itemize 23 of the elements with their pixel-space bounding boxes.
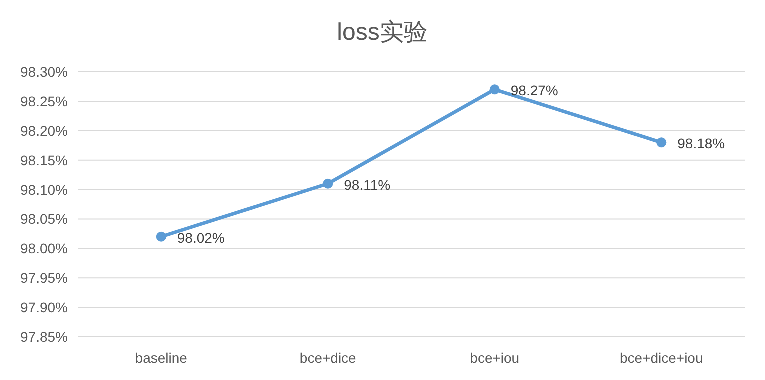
y-tick-label: 98.25% [20, 93, 68, 110]
point [323, 178, 334, 189]
data-label: 98.27% [510, 82, 558, 99]
y-tick-label: 97.95% [20, 270, 68, 286]
x-tick-label: baseline [135, 350, 188, 366]
chart-title: loss实验 [337, 19, 428, 46]
y-tick-label: 98.00% [20, 240, 68, 257]
data-label: 98.11% [344, 176, 391, 193]
y-tick-label: 98.20% [20, 122, 68, 139]
x-tick-label: bce+dice+iou [620, 350, 704, 366]
point [490, 84, 500, 95]
y-tick-label: 98.05% [20, 211, 68, 228]
point [656, 138, 667, 148]
y-tick-label: 97.85% [20, 329, 68, 345]
y-tick-label: 97.90% [20, 300, 68, 316]
x-tick-label: bce+iou [470, 350, 520, 366]
y-tick-label: 98.15% [20, 152, 68, 168]
y-tick-label: 98.30% [20, 64, 68, 80]
data-label: 98.02% [177, 230, 225, 246]
data-label: 98.18% [678, 136, 726, 152]
point [156, 232, 166, 242]
x-tick-label: bce+dice [300, 350, 357, 366]
y-tick-label: 98.10% [20, 182, 68, 198]
